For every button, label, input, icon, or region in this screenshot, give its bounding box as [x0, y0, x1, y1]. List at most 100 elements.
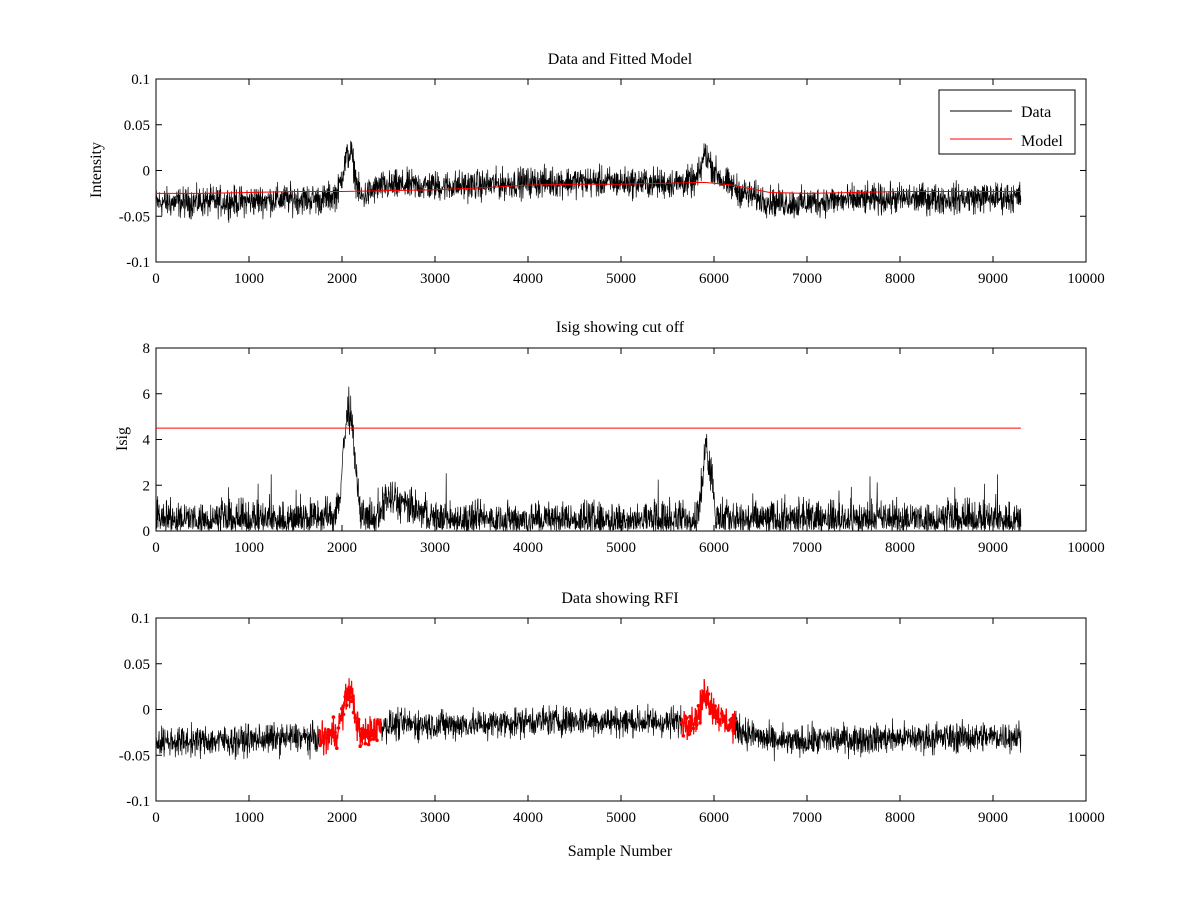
x-tick-label: 4000 [513, 271, 543, 287]
rfi-point [370, 730, 374, 734]
rfi-point [723, 716, 727, 721]
panel-1-ticks: 0 1000 2000 3000 4000 5000 6000 7000 8000 9000 100… [119, 72, 1105, 287]
rfi-point [331, 715, 336, 719]
rfi-point [355, 720, 359, 725]
rfi-point [684, 716, 689, 720]
panel-3-plot-area [155, 678, 1022, 762]
legend-label-data: Data [1021, 104, 1051, 121]
x-tick-label: 4000 [513, 540, 543, 556]
x-tick-label: 1000 [234, 271, 264, 287]
x-tick-label: 1000 [234, 540, 264, 556]
series-line-data [155, 678, 1022, 762]
rfi-point [376, 721, 381, 726]
y-tick-label: -0.1 [126, 255, 150, 271]
x-tick-label: 7000 [792, 271, 822, 287]
rfi-point [710, 707, 714, 712]
rfi-point [351, 710, 356, 715]
panel-1-plot-area [155, 140, 1022, 223]
rfi-point [688, 714, 692, 719]
rfi-point [324, 736, 329, 740]
x-tick-label: 3000 [420, 810, 450, 826]
rfi-point [733, 718, 737, 723]
legend-box [938, 89, 1076, 155]
y-tick-label: 0 [143, 703, 151, 719]
rfi-point [330, 728, 334, 733]
x-tick-label: 5000 [606, 271, 636, 287]
panel-2-ticks: 0 1000 2000 3000 4000 5000 6000 7000 8000 9000 100… [143, 341, 1105, 556]
x-tick-label: 1000 [234, 810, 264, 826]
rfi-point [343, 695, 348, 699]
rfi-point [366, 742, 371, 747]
x-tick-label: 2000 [327, 810, 357, 826]
rfi-point [699, 696, 704, 701]
rfi-point [360, 727, 364, 731]
y-tick-label: 0 [143, 524, 151, 540]
x-tick-label: 2000 [327, 271, 357, 287]
x-tick-label: 8000 [885, 271, 915, 287]
x-tick-label: 10000 [1067, 810, 1105, 826]
rfi-point [731, 713, 736, 717]
rfi-point [373, 735, 378, 739]
rfi-point [326, 728, 331, 732]
x-tick-label: 6000 [699, 540, 729, 556]
panel-2: Isig showing cut off Isig 0 1000 2000 3000 4… [114, 319, 1105, 556]
rfi-point [318, 743, 322, 748]
rfi-point [720, 711, 724, 716]
panel-2-ylabel: Isig [114, 427, 131, 451]
y-tick-label: 0 [143, 164, 151, 180]
rfi-point [696, 704, 701, 708]
rfi-point [336, 726, 341, 730]
x-tick-label: 0 [152, 540, 160, 556]
rfi-point [363, 741, 368, 746]
rfi-point [335, 746, 339, 750]
rfi-point [686, 732, 691, 737]
panel-2-title: Isig showing cut off [556, 319, 685, 336]
rfi-point [348, 695, 353, 699]
x-tick-label: 8000 [885, 540, 915, 556]
y-tick-label: 2 [143, 478, 151, 494]
y-tick-label: -0.05 [119, 209, 150, 225]
x-tick-label: 10000 [1067, 540, 1105, 556]
panel-3: Data showing RFI Sample Number 0 1000 2000… [119, 590, 1105, 860]
rfi-point [701, 693, 706, 698]
rfi-point [328, 732, 332, 737]
rfi-point [679, 721, 684, 725]
panel-3-xlabel: Sample Number [568, 843, 673, 860]
rfi-point [350, 699, 354, 704]
rfi-point [711, 715, 716, 719]
rfi-point [345, 703, 349, 708]
x-tick-label: 9000 [978, 540, 1008, 556]
rfi-point [703, 699, 707, 703]
panel-1-ylabel: Intensity [88, 142, 105, 198]
rfi-point [706, 692, 711, 696]
rfi-point [341, 712, 346, 717]
rfi-point [338, 714, 342, 719]
rfi-point [694, 723, 699, 727]
panel-3-ticks: 0 1000 2000 3000 4000 5000 6000 7000 8000 9000 100… [119, 611, 1105, 826]
rfi-point [356, 717, 361, 722]
y-tick-label: 6 [143, 387, 151, 403]
y-tick-label: 0.05 [124, 118, 150, 134]
x-tick-label: 9000 [978, 271, 1008, 287]
y-tick-label: -0.05 [119, 748, 150, 764]
rfi-point [730, 716, 734, 721]
y-tick-label: -0.1 [126, 794, 150, 810]
rfi-point [323, 730, 327, 735]
x-tick-label: 8000 [885, 810, 915, 826]
rfi-markers [318, 678, 737, 756]
rfi-point [368, 737, 373, 742]
series-line-model [156, 181, 1021, 194]
panel-3-title: Data showing RFI [561, 590, 678, 607]
rfi-point [358, 744, 363, 748]
x-tick-label: 0 [152, 810, 160, 826]
x-tick-label: 6000 [699, 810, 729, 826]
legend: Data Model [938, 89, 1076, 155]
x-tick-label: 2000 [327, 540, 357, 556]
rfi-point [681, 734, 686, 738]
x-tick-label: 4000 [513, 810, 543, 826]
y-tick-label: 8 [143, 341, 151, 357]
x-tick-label: 3000 [420, 540, 450, 556]
x-tick-label: 6000 [699, 271, 729, 287]
series-line-data [155, 386, 1022, 533]
